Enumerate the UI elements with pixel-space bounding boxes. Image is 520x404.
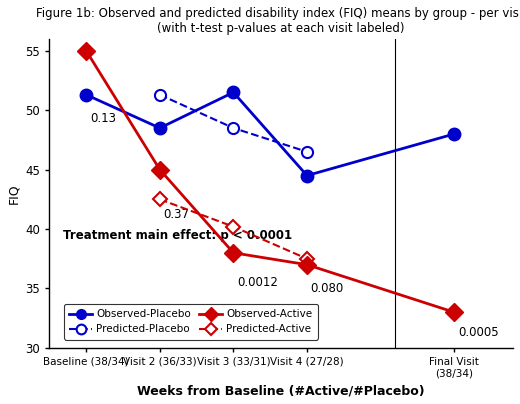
- Text: Treatment main effect: p < 0.0001: Treatment main effect: p < 0.0001: [63, 229, 292, 242]
- Text: 0.0005: 0.0005: [458, 326, 499, 339]
- Legend: Observed-Placebo, Predicted-Placebo, Observed-Active, Predicted-Active: Observed-Placebo, Predicted-Placebo, Obs…: [64, 304, 318, 340]
- Y-axis label: FIQ: FIQ: [7, 183, 20, 204]
- Text: 0.0012: 0.0012: [237, 276, 278, 289]
- Title: Figure 1b: Observed and predicted disability index (FIQ) means by group - per vi: Figure 1b: Observed and predicted disabi…: [36, 7, 520, 35]
- X-axis label: Weeks from Baseline (#Active/#Placebo): Weeks from Baseline (#Active/#Placebo): [137, 384, 425, 397]
- Text: 0.37: 0.37: [163, 208, 189, 221]
- Text: 0.13: 0.13: [90, 112, 116, 125]
- Text: 0.080: 0.080: [310, 282, 344, 295]
